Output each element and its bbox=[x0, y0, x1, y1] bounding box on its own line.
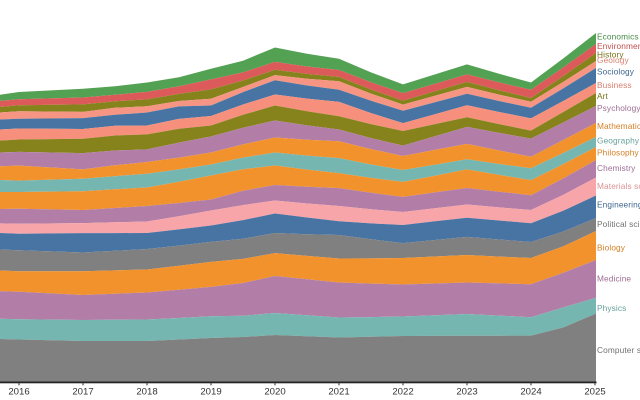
svg-text:Biology: Biology bbox=[597, 242, 626, 252]
svg-text:2017: 2017 bbox=[72, 386, 93, 397]
svg-text:2025: 2025 bbox=[584, 386, 605, 397]
svg-text:Computer science: Computer science bbox=[597, 345, 640, 355]
svg-text:Medicine: Medicine bbox=[597, 274, 631, 284]
svg-text:2024: 2024 bbox=[520, 386, 542, 397]
svg-text:History: History bbox=[597, 50, 624, 60]
svg-text:Political science: Political science bbox=[597, 219, 640, 229]
svg-text:Chemistry: Chemistry bbox=[597, 163, 636, 173]
svg-text:Psychology: Psychology bbox=[597, 103, 640, 113]
svg-text:Mathematics: Mathematics bbox=[597, 121, 640, 131]
svg-text:2016: 2016 bbox=[8, 386, 29, 397]
svg-text:Sociology: Sociology bbox=[597, 67, 635, 77]
svg-text:2022: 2022 bbox=[392, 386, 413, 397]
svg-text:Philosophy: Philosophy bbox=[597, 147, 640, 157]
svg-text:Physics: Physics bbox=[597, 303, 626, 313]
svg-text:Materials science: Materials science bbox=[597, 181, 640, 191]
svg-text:Engineering: Engineering bbox=[597, 199, 640, 209]
svg-text:Economics: Economics bbox=[597, 32, 639, 42]
svg-text:Environmental science: Environmental science bbox=[597, 41, 640, 51]
svg-text:2020: 2020 bbox=[264, 386, 285, 397]
svg-text:Geography: Geography bbox=[597, 135, 640, 145]
svg-text:2018: 2018 bbox=[136, 386, 157, 397]
svg-text:2023: 2023 bbox=[456, 386, 477, 397]
svg-text:Business: Business bbox=[597, 80, 632, 90]
svg-text:2021: 2021 bbox=[328, 386, 349, 397]
svg-text:Geology: Geology bbox=[597, 55, 629, 65]
svg-text:2019: 2019 bbox=[200, 386, 221, 397]
svg-text:Art: Art bbox=[597, 91, 609, 101]
